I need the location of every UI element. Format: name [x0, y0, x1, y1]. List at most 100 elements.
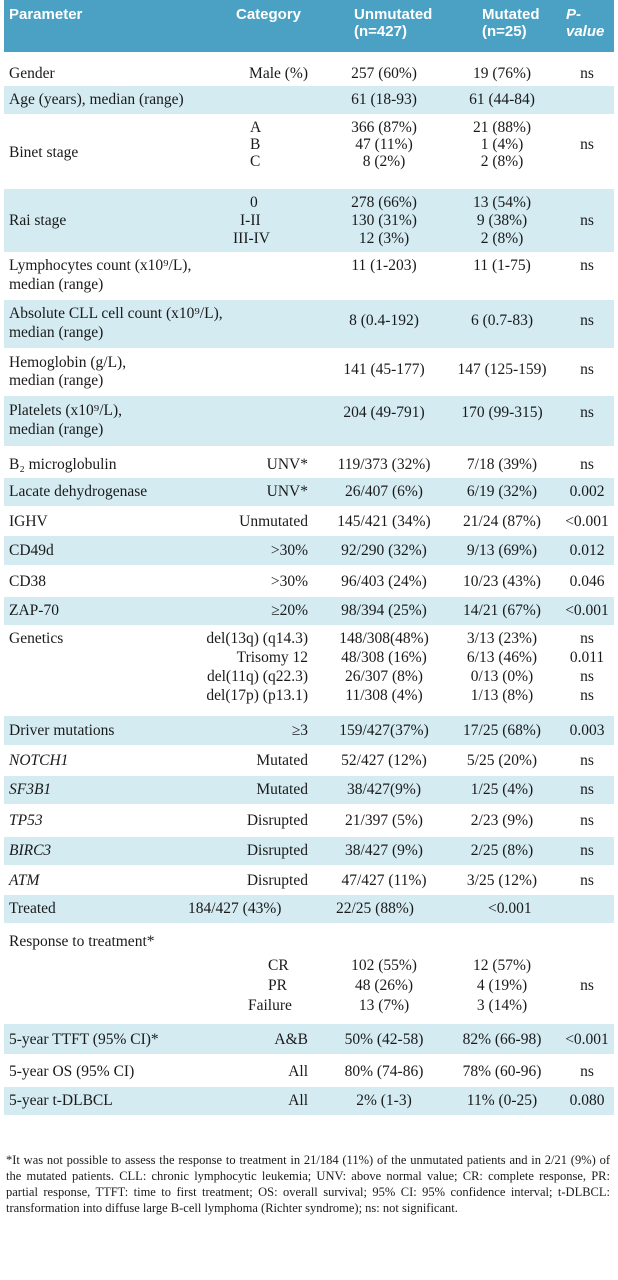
cell-param: Hemoglobin (g/L), — [9, 354, 127, 371]
header-category: Category — [236, 6, 302, 23]
cell-category: I-II — [240, 212, 261, 229]
cell-mutated: 21/24 (87%) — [463, 513, 541, 530]
cell-category: ≥20% — [271, 602, 308, 619]
cell-param: 5-year TTFT (95% CI)* — [9, 1031, 159, 1048]
cell-mutated: 9/13 (69%) — [466, 542, 538, 559]
cell-category: Failure — [248, 997, 292, 1014]
cell-category: Disrupted — [246, 842, 308, 859]
cell-category: III-IV — [233, 230, 271, 247]
cell-category: C — [250, 153, 261, 170]
cell-p: ns — [580, 781, 594, 798]
cell-unmutated: 92/290 (32%) — [341, 542, 427, 559]
table-row-ldh: Lacate dehydrogenase UNV* 26/407 (6%) 6/… — [4, 478, 614, 506]
cell-category: A — [250, 119, 262, 136]
cell-p: ns — [580, 752, 594, 769]
cell-category: >30% — [270, 573, 308, 590]
cell-param: IGHV — [9, 513, 48, 530]
cell-p: ns — [580, 361, 594, 378]
cell-category: UNV* — [266, 483, 308, 500]
cell-mutated: 9 (38%) — [476, 212, 528, 229]
cell-mutated: 0/13 (0%) — [470, 668, 534, 685]
table-row-sf3b1: SF3B1 Mutated 38/427(9%) 1/25 (4%) ns — [4, 776, 614, 804]
cell-p: ns — [580, 257, 594, 274]
cell-mutated: 13 (54%) — [472, 194, 532, 211]
table-row-hemoglobin: Hemoglobin (g/L), median (range) 141 (45… — [4, 348, 614, 396]
cell-p: ns — [580, 668, 594, 685]
cell-mutated: 11% (0-25) — [466, 1092, 538, 1109]
cell-unmutated: 148/308(48%) — [339, 630, 429, 647]
cell-category: del(17p) (p13.1) — [206, 687, 308, 704]
cell-unmutated: 26/407 (6%) — [345, 483, 423, 500]
cell-param: Genetics — [9, 630, 64, 647]
table-row-genetics: Genetics del(13q) (q14.3) Trisomy 12 del… — [4, 625, 614, 716]
cell-param: Driver mutations — [9, 722, 115, 739]
table-row-gender: Gender Male (%) 257 (60%) 19 (76%) ns — [4, 52, 614, 86]
cell-mutated: 3 (14%) — [476, 997, 528, 1014]
cell-mutated: 3/13 (23%) — [466, 630, 538, 647]
cell-unmutated: 159/427(37%) — [339, 722, 429, 739]
cell-mutated: 147 (125-159) — [457, 361, 547, 378]
cell-p: ns — [580, 977, 594, 994]
cell-unmutated: 2% (1-3) — [356, 1092, 412, 1109]
cell-mutated: 61 (44-84) — [469, 91, 535, 108]
cell-category: >30% — [270, 542, 308, 559]
table-row-ttft: 5-year TTFT (95% CI)* A&B 50% (42-58) 82… — [4, 1024, 614, 1054]
cell-param: CD38 — [9, 573, 47, 590]
table-row-b2-microglobulin: B₂ microglobulin UNV* 119/373 (32%) 7/18… — [4, 446, 614, 478]
cell-unmutated: 48 (26%) — [354, 977, 414, 994]
cell-category: Mutated — [256, 752, 308, 769]
table-row-age: Age (years), median (range) 61 (18-93) 6… — [4, 86, 614, 114]
cell-unmutated: 141 (45-177) — [343, 361, 425, 378]
cell-mutated: 170 (99-315) — [461, 404, 543, 421]
cell-mutated: 1 (4%) — [480, 136, 524, 153]
cell-param: BIRC3 — [9, 842, 52, 859]
cell-unmutated: 12 (3%) — [358, 230, 410, 247]
header-parameter: Parameter — [9, 6, 83, 23]
cell-unmutated: 257 (60%) — [351, 65, 417, 82]
table-row-birc3: BIRC3 Disrupted 38/427 (9%) 2/25 (8%) ns — [4, 837, 614, 865]
cell-unmutated: 47/427 (11%) — [341, 872, 427, 889]
cell-unmutated: 61 (18-93) — [351, 91, 417, 108]
cell-param: Treated — [9, 900, 56, 917]
cell-mutated: <0.001 — [488, 900, 532, 917]
cell-unmutated: 22/25 (88%) — [336, 900, 414, 917]
cell-param: Response to treatment* — [9, 933, 155, 950]
cell-param: NOTCH1 — [9, 752, 69, 769]
cell-p: ns — [580, 65, 594, 82]
cell-param: CD49d — [9, 542, 54, 559]
table-row-driver-mutations: Driver mutations ≥3 159/427(37%) 17/25 (… — [4, 716, 614, 745]
table-row-atm: ATM Disrupted 47/427 (11%) 3/25 (12%) ns — [4, 865, 614, 895]
table-row-rai: Rai stage 0 I-II III-IV 278 (66%) 130 (3… — [4, 189, 614, 252]
table-row-os: 5-year OS (95% CI) All 80% (74-86) 78% (… — [4, 1054, 614, 1087]
table-row-treated: Treated 184/427 (43%) 22/25 (88%) <0.001 — [4, 895, 614, 923]
cell-category: del(13q) (q14.3) — [206, 630, 308, 647]
cell-unmutated: 119/373 (32%) — [337, 456, 431, 473]
cell-mutated: 17/25 (68%) — [463, 722, 541, 739]
cell-p: 0.002 — [569, 483, 605, 500]
cell-p: <0.001 — [565, 602, 609, 619]
cell-p: 0.046 — [569, 573, 605, 590]
cell-unmutated: 102 (55%) — [351, 957, 417, 974]
cell-category: 0 — [250, 194, 258, 211]
cell-param: median (range) — [9, 276, 104, 293]
cell-mutated: 6 (0.7-83) — [471, 312, 533, 329]
cell-param: Lymphocytes count (x10⁹/L), — [9, 257, 192, 274]
cell-p: ns — [580, 630, 594, 647]
cell-unmutated: 26/307 (8%) — [345, 668, 423, 685]
cell-param: 5-year OS (95% CI) — [9, 1063, 135, 1080]
cell-param: Absolute CLL cell count (x10⁹/L), — [9, 305, 223, 322]
cell-unmutated: 38/427 (9%) — [345, 842, 423, 859]
cell-mutated: 1/13 (8%) — [470, 687, 534, 704]
cell-p: 0.012 — [569, 542, 605, 559]
cell-category: Mutated — [256, 781, 308, 798]
table-footnote: *It was not possible to assess the respo… — [6, 1153, 610, 1215]
cell-mutated: 4 (19%) — [476, 977, 528, 994]
table-header: Parameter Category Unmutated (n=427) Muta… — [4, 0, 614, 52]
cell-param: Platelets (x10⁹/L), — [9, 402, 123, 419]
cell-p: ns — [580, 404, 594, 421]
cell-unmutated: 8 (0.4-192) — [349, 312, 419, 329]
cell-mutated: 11 (1-75) — [473, 257, 531, 274]
cell-p: ns — [580, 312, 594, 329]
table-row-ighv: IGHV Unmutated 145/421 (34%) 21/24 (87%)… — [4, 506, 614, 536]
cell-param: B₂ microglobulin — [9, 456, 117, 473]
